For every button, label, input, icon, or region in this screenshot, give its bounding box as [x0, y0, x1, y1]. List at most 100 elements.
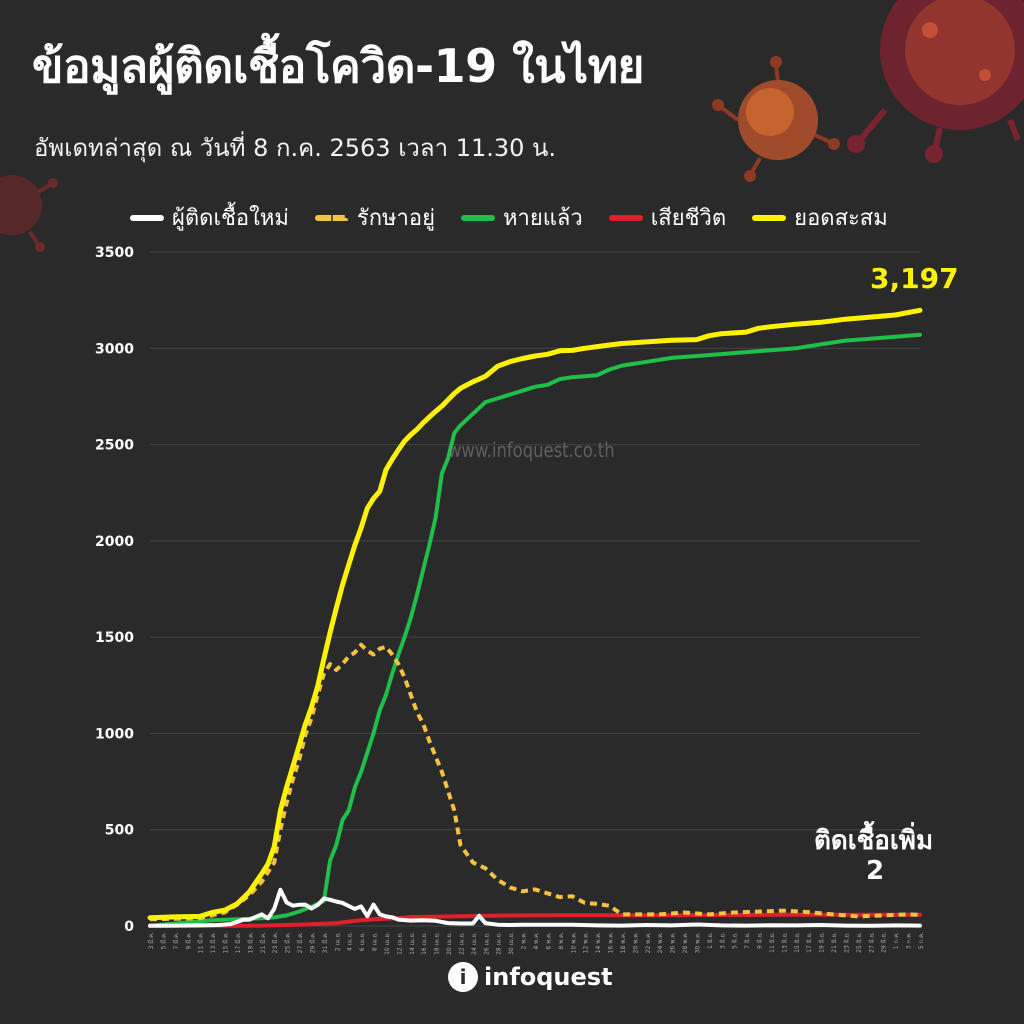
page-title: ข้อมูลผู้ติดเชื้อโควิด-19 ในไทย — [32, 39, 644, 93]
y-tick-label: 500 — [105, 823, 134, 839]
x-tick-label: 9 มี.ค. — [184, 932, 192, 950]
x-tick-label: 30 พ.ค. — [694, 932, 701, 953]
legend-swatch-active — [314, 214, 349, 221]
x-tick-label: 17 มิ.ย. — [806, 932, 813, 953]
x-tick-label: 2 เม.ย. — [334, 932, 341, 951]
chart-legend: ผู้ติดเชื้อใหม่ รักษาอยู่ หายแล้ว เสียชี… — [130, 200, 888, 235]
x-tick-label: 7 มี.ค. — [172, 932, 180, 950]
legend-swatch-new-cases — [130, 214, 164, 221]
x-tick-label: 5 ก.ค. — [918, 932, 925, 949]
x-tick-label: 29 มิ.ย. — [881, 932, 888, 953]
virus-illustration-medium — [712, 56, 840, 182]
x-tick-label: 23 มี.ค. — [271, 932, 279, 953]
legend-swatch-deaths — [608, 214, 643, 221]
x-tick-label: 12 เม.ย. — [396, 932, 403, 955]
legend-label-recovered: หายแล้ว — [502, 206, 583, 231]
x-tick-label: 27 มิ.ย. — [868, 932, 875, 953]
x-tick-label: 6 พ.ค. — [545, 932, 552, 950]
logo-text: infoquest — [484, 963, 613, 991]
series-line-recovered — [148, 332, 922, 928]
x-tick-label: 13 มี.ค. — [209, 932, 217, 953]
x-tick-label: 11 มิ.ย. — [769, 932, 776, 953]
x-tick-label: 15 มิ.ย. — [794, 932, 801, 953]
y-axis-ticks: 0 500 1000 1500 2000 2500 3000 3500 — [95, 245, 134, 935]
virus-illustration-small — [0, 175, 58, 252]
new-cases-annotation-label: ติดเชื้อเพิ่ม — [814, 826, 934, 856]
x-tick-label: 17 มี.ค. — [234, 932, 242, 953]
x-tick-label: 27 มี.ค. — [296, 932, 304, 953]
x-axis-ticks: 3 มี.ค. 5 มี.ค. 7 มี.ค. 9 มี.ค. 11 มี.ค. 13 ม… — [147, 932, 925, 955]
series-line-deaths — [148, 912, 922, 928]
y-tick-label: 3500 — [95, 245, 134, 261]
y-tick-label: 2500 — [95, 438, 134, 454]
legend-swatch-recovered — [460, 214, 495, 221]
x-tick-label: 19 มี.ค. — [246, 932, 254, 953]
y-tick-label: 2000 — [95, 534, 134, 550]
x-tick-label: 26 เม.ย. — [483, 932, 490, 955]
x-tick-label: 28 เม.ย. — [496, 932, 503, 955]
x-tick-label: 7 มิ.ย. — [744, 932, 751, 949]
x-tick-label: 18 พ.ค. — [620, 932, 627, 953]
x-tick-label: 4 พ.ค. — [533, 932, 540, 950]
series-line-cumulative — [147, 307, 923, 921]
legend-item-deaths: เสียชีวิต — [608, 200, 727, 235]
x-tick-label: 5 มิ.ย. — [732, 932, 739, 949]
x-tick-label: 21 มี.ค. — [259, 932, 267, 953]
legend-item-recovered: หายแล้ว — [460, 200, 583, 235]
x-tick-label: 16 พ.ค. — [608, 932, 615, 953]
x-tick-label: 26 พ.ค. — [670, 932, 677, 953]
legend-swatch-cumulative — [752, 214, 787, 221]
x-tick-label: 4 เม.ย. — [347, 932, 354, 951]
x-tick-label: 9 มิ.ย. — [757, 932, 764, 949]
x-tick-label: 11 มี.ค. — [197, 932, 205, 953]
x-tick-label: 5 มี.ค. — [159, 932, 167, 950]
infoquest-logo: i infoquest — [448, 962, 613, 992]
x-tick-label: 13 มิ.ย. — [781, 932, 788, 953]
y-tick-label: 1500 — [95, 630, 134, 646]
x-tick-label: 21 มิ.ย. — [831, 932, 838, 953]
x-tick-label: 24 เม.ย. — [471, 932, 478, 955]
watermark: www.infoquest.co.th — [448, 438, 615, 462]
legend-label-deaths: เสียชีวิต — [650, 206, 727, 231]
x-tick-label: 10 พ.ค. — [570, 932, 577, 953]
legend-item-cumulative: ยอดสะสม — [752, 200, 888, 235]
virus-illustration-large — [847, 0, 1024, 163]
x-tick-label: 8 พ.ค. — [558, 932, 565, 950]
x-tick-label: 29 มี.ค. — [308, 932, 316, 953]
x-tick-label: 6 เม.ย. — [359, 932, 366, 951]
x-tick-label: 1 ก.ค. — [893, 932, 900, 949]
virus-decoration — [0, 0, 1024, 252]
x-tick-label: 8 เม.ย. — [372, 932, 379, 951]
new-cases-annotation-value: 2 — [866, 856, 885, 886]
x-tick-label: 28 พ.ค. — [682, 932, 689, 953]
x-tick-label: 30 เม.ย. — [508, 932, 515, 955]
x-tick-label: 22 เม.ย. — [458, 932, 465, 955]
x-tick-label: 23 มิ.ย. — [843, 932, 850, 953]
legend-label-active: รักษาอยู่ — [356, 206, 435, 231]
x-tick-label: 10 เม.ย. — [384, 932, 391, 955]
x-tick-label: 2 พ.ค. — [521, 932, 528, 950]
x-tick-label: 16 เม.ย. — [421, 932, 428, 955]
x-tick-label: 19 มิ.ย. — [819, 932, 826, 953]
x-tick-label: 3 มี.ค. — [147, 932, 155, 950]
x-tick-label: 14 พ.ค. — [595, 932, 602, 953]
x-tick-label: 14 เม.ย. — [409, 932, 416, 955]
x-tick-label: 25 มิ.ย. — [856, 932, 863, 953]
y-tick-label: 3000 — [95, 341, 134, 357]
legend-item-new-cases: ผู้ติดเชื้อใหม่ — [130, 200, 289, 235]
x-tick-label: 20 พ.ค. — [632, 932, 639, 953]
y-tick-label: 0 — [124, 919, 134, 935]
legend-label-cumulative: ยอดสะสม — [794, 206, 888, 231]
x-tick-label: 1 มิ.ย. — [707, 932, 714, 949]
series-line-new-cases — [148, 887, 922, 928]
update-timestamp: อัพเดทล่าสุด ณ วันที่ 8 ก.ค. 2563 เวลา 1… — [34, 134, 557, 162]
x-tick-label: 31 มี.ค. — [321, 932, 329, 953]
x-tick-label: 12 พ.ค. — [583, 932, 590, 953]
info-icon: i — [448, 962, 478, 992]
series-line-active — [149, 642, 921, 922]
x-tick-label: 24 พ.ค. — [657, 932, 664, 953]
x-tick-label: 3 ก.ค. — [906, 932, 913, 949]
x-tick-label: 3 มิ.ย. — [719, 932, 726, 949]
